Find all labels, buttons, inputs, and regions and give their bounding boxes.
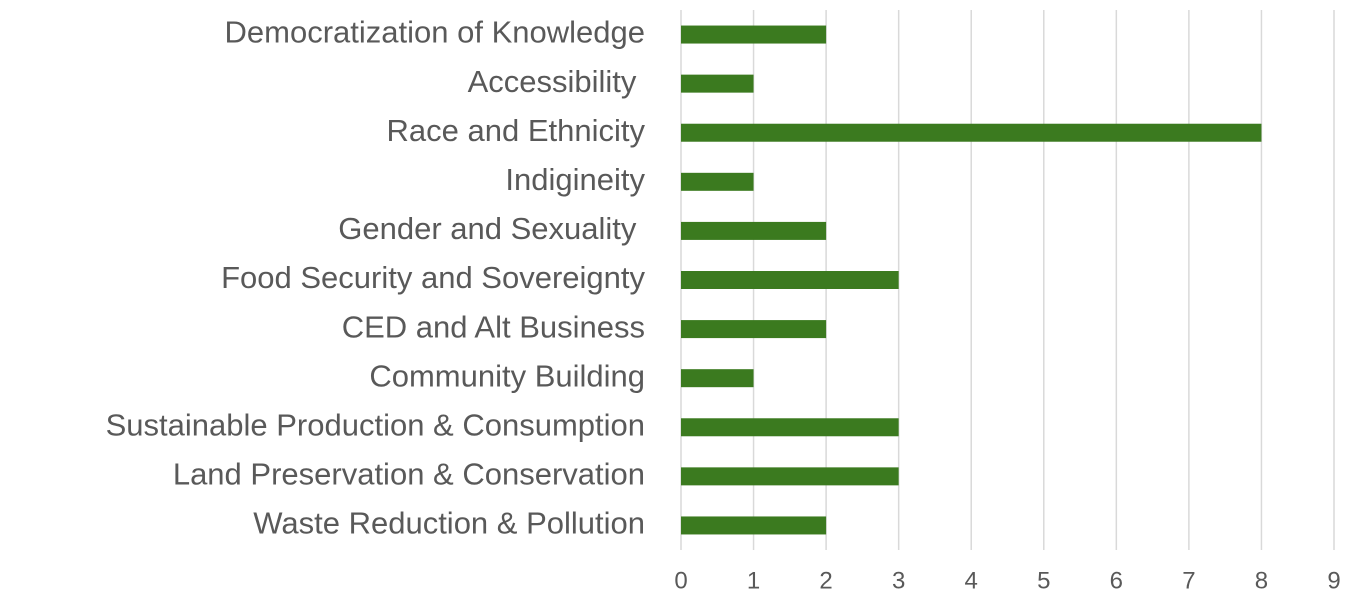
category-label: Food Security and Sovereignty	[221, 260, 645, 295]
x-tick-label: 1	[747, 567, 760, 594]
bar	[681, 172, 754, 191]
x-tick-label: 9	[1327, 567, 1340, 594]
category-label: Accessibility	[468, 64, 645, 99]
category-label: Community Building	[369, 358, 645, 393]
x-tick-label: 8	[1255, 567, 1268, 594]
bar	[681, 74, 754, 93]
x-tick-label: 6	[1110, 567, 1123, 594]
bar	[681, 369, 754, 388]
x-tick-label: 7	[1182, 567, 1195, 594]
category-label: CED and Alt Business	[342, 309, 645, 344]
x-tick-label: 2	[819, 567, 832, 594]
bar	[681, 418, 899, 437]
bar	[681, 25, 827, 44]
bar	[681, 320, 827, 339]
x-tick-label: 3	[892, 567, 905, 594]
x-tick-label: 5	[1037, 567, 1050, 594]
bar	[681, 123, 1262, 142]
bar	[681, 271, 899, 289]
bar	[681, 221, 827, 240]
x-tick-label: 0	[674, 567, 687, 594]
category-label: Gender and Sexuality	[338, 211, 645, 246]
category-label: Land Preservation & Conservation	[173, 457, 645, 492]
category-label: Race and Ethnicity	[387, 113, 646, 148]
category-label: Indigineity	[505, 162, 645, 197]
category-label: Democratization of Knowledge	[225, 15, 645, 50]
x-tick-label: 4	[965, 567, 978, 594]
category-label: Waste Reduction & Pollution	[253, 506, 645, 541]
bar	[681, 467, 899, 486]
bar	[681, 516, 827, 535]
category-label: Sustainable Production & Consumption	[106, 407, 645, 442]
